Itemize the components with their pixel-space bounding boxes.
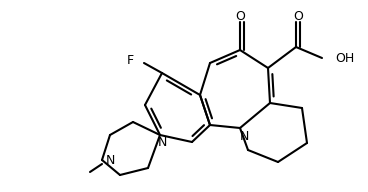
Text: N: N (105, 153, 115, 166)
Text: OH: OH (335, 51, 354, 65)
Text: O: O (235, 9, 245, 22)
Text: N: N (157, 137, 167, 150)
Text: F: F (127, 54, 134, 66)
Text: O: O (293, 9, 303, 22)
Text: N: N (239, 129, 249, 142)
